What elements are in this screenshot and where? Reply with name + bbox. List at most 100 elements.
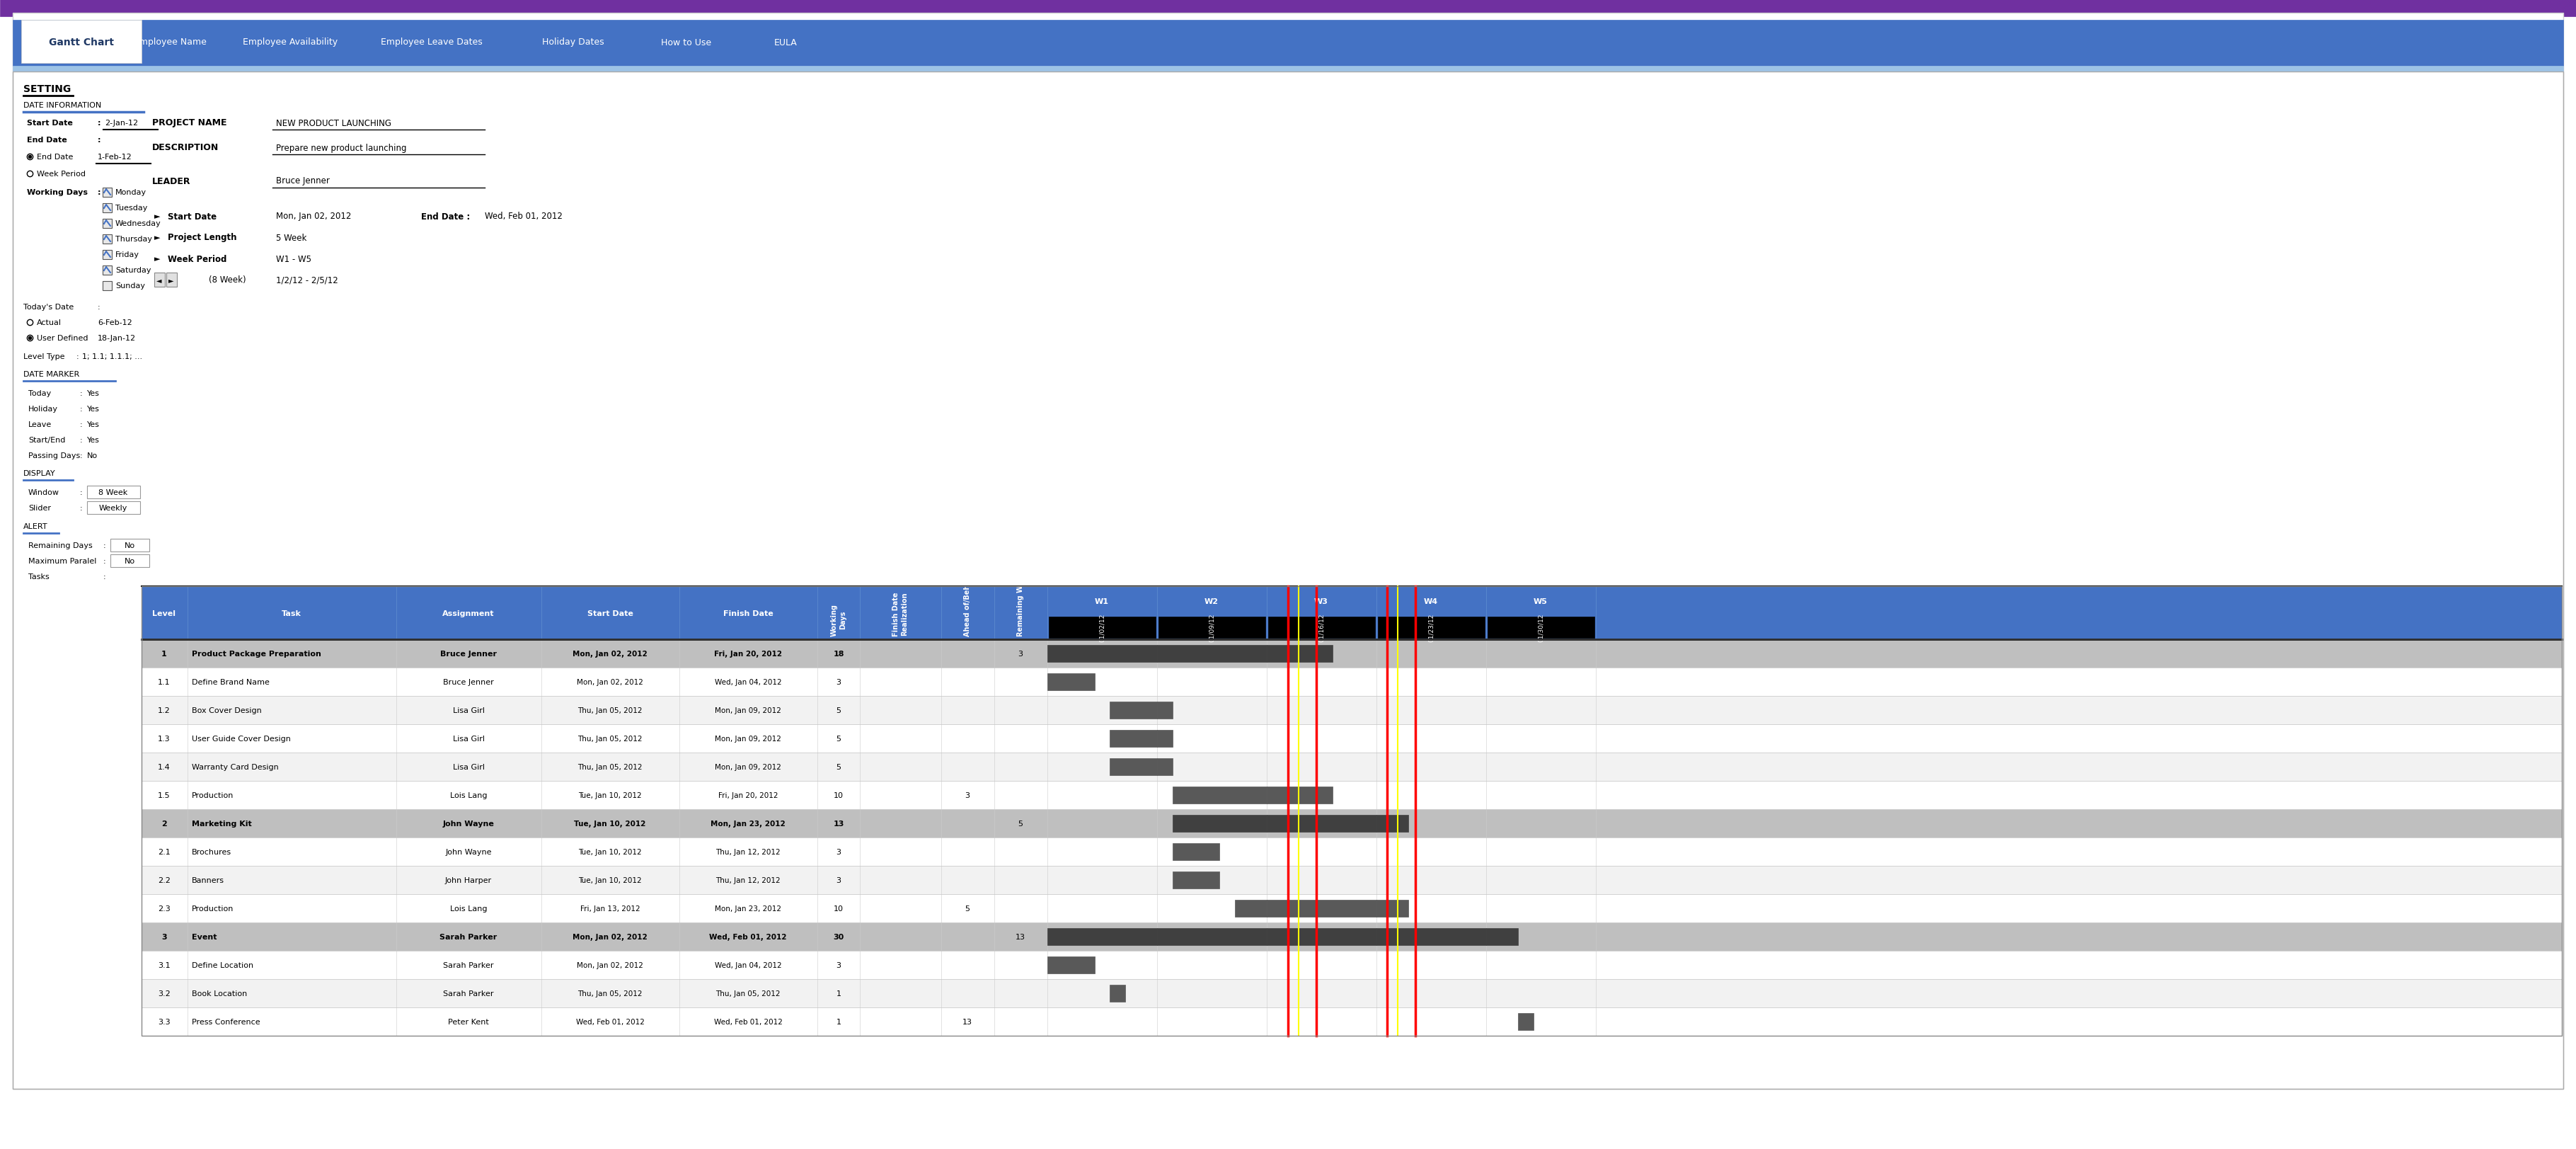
Bar	[142, 640, 2563, 668]
Text: Finish Date: Finish Date	[724, 610, 773, 617]
Bar	[1267, 928, 1376, 946]
Text: W1: W1	[1095, 597, 1108, 604]
Text: NEW PRODUCT LAUNCHING: NEW PRODUCT LAUNCHING	[276, 118, 392, 128]
Bar	[103, 188, 111, 198]
Text: Yes: Yes	[88, 406, 100, 412]
Bar	[1157, 646, 1267, 662]
Text: Production: Production	[191, 792, 234, 799]
Text: Mon, Jan 02, 2012: Mon, Jan 02, 2012	[572, 650, 647, 657]
Text: Thu, Jan 05, 2012: Thu, Jan 05, 2012	[716, 989, 781, 997]
Bar	[1048, 646, 1157, 662]
Text: ►: ►	[155, 255, 160, 262]
Bar	[1157, 702, 1172, 719]
Text: Tue, Jan 10, 2012: Tue, Jan 10, 2012	[574, 820, 647, 827]
Text: Banners: Banners	[191, 877, 224, 884]
Text: LEADER: LEADER	[152, 177, 191, 186]
Text: Week Period: Week Period	[36, 170, 85, 178]
Text: End Date: End Date	[36, 154, 72, 161]
Text: 5: 5	[966, 905, 971, 912]
Text: 5: 5	[837, 707, 842, 714]
Text: Mon, Jan 09, 2012: Mon, Jan 09, 2012	[714, 735, 781, 742]
Text: No: No	[88, 452, 98, 460]
Text: 1: 1	[162, 650, 167, 657]
Text: 2.2: 2.2	[157, 877, 170, 884]
Text: John Harper: John Harper	[446, 877, 492, 884]
Bar	[1172, 843, 1218, 861]
Text: 3: 3	[837, 962, 842, 969]
Text: Leave: Leave	[28, 421, 52, 429]
Text: SETTING: SETTING	[23, 84, 72, 94]
Text: 1.1: 1.1	[157, 679, 170, 686]
Bar	[1486, 928, 1517, 946]
Text: 30: 30	[832, 933, 845, 940]
Text: Working
Days: Working Days	[832, 603, 848, 637]
Bar	[1157, 730, 1172, 747]
Text: Thu, Jan 12, 2012: Thu, Jan 12, 2012	[716, 877, 781, 884]
Text: John Wayne: John Wayne	[446, 848, 492, 855]
Bar	[142, 586, 2563, 640]
Bar	[142, 866, 2563, 894]
Bar	[1486, 617, 1595, 638]
Text: 3: 3	[162, 933, 167, 940]
Bar	[142, 979, 2563, 1008]
Bar	[1048, 928, 1157, 946]
Text: 13: 13	[1015, 933, 1025, 940]
Text: 5: 5	[837, 763, 842, 771]
Text: Finish Date
Realization: Finish Date Realization	[891, 592, 907, 637]
Bar	[21, 21, 142, 63]
Bar	[155, 273, 165, 287]
Text: Week Period: Week Period	[167, 254, 227, 263]
Text: Event: Event	[191, 933, 216, 940]
Text: 1; 1.1; 1.1.1; ...: 1; 1.1; 1.1.1; ...	[82, 353, 142, 360]
Text: Wed, Feb 01, 2012: Wed, Feb 01, 2012	[577, 1018, 644, 1025]
Text: End Date :: End Date :	[420, 211, 469, 221]
Text: Fri, Jan 20, 2012: Fri, Jan 20, 2012	[714, 650, 783, 657]
Bar	[103, 282, 111, 291]
Bar	[1517, 1013, 1533, 1031]
Bar	[142, 894, 2563, 923]
Text: 1: 1	[837, 989, 842, 997]
Text: Product Package Preparation: Product Package Preparation	[191, 650, 322, 657]
Bar	[1267, 617, 1376, 638]
Text: Employee Leave Dates: Employee Leave Dates	[381, 38, 482, 47]
Bar	[111, 539, 149, 552]
Bar	[1157, 758, 1172, 776]
Text: Start Date: Start Date	[26, 119, 72, 126]
Text: Prepare new product launching: Prepare new product launching	[276, 144, 407, 153]
Text: Ahead of/Beh: Ahead of/Beh	[963, 584, 971, 637]
Text: 13: 13	[963, 1018, 971, 1025]
Text: 01/23/12: 01/23/12	[1427, 614, 1435, 642]
Text: Thu, Jan 05, 2012: Thu, Jan 05, 2012	[577, 763, 641, 771]
Text: User Defined: User Defined	[36, 334, 88, 341]
Text: Yes: Yes	[88, 390, 100, 396]
Text: User Guide Cover Design: User Guide Cover Design	[191, 735, 291, 742]
Text: 8 Week: 8 Week	[98, 488, 129, 496]
Bar	[103, 219, 111, 229]
Text: EULA: EULA	[773, 38, 796, 47]
Text: 2: 2	[162, 820, 167, 827]
Text: 3: 3	[966, 792, 971, 799]
Bar	[1048, 673, 1095, 691]
Text: No: No	[124, 542, 134, 549]
Text: 3: 3	[837, 848, 842, 855]
Text: Brochures: Brochures	[191, 848, 232, 855]
Text: Production: Production	[191, 905, 234, 912]
Text: Project Length: Project Length	[167, 233, 237, 242]
Bar	[1267, 900, 1376, 917]
Text: Lois Lang: Lois Lang	[451, 905, 487, 912]
Text: Weekly: Weekly	[98, 504, 129, 511]
Text: Sunday: Sunday	[116, 283, 144, 290]
Text: Mon, Jan 23, 2012: Mon, Jan 23, 2012	[711, 820, 786, 827]
Text: Marketing Kit: Marketing Kit	[191, 820, 252, 827]
Bar	[103, 234, 111, 244]
Text: Passing Days: Passing Days	[28, 452, 80, 460]
Bar	[1172, 872, 1218, 888]
Text: Yes: Yes	[88, 437, 100, 444]
Text: 1: 1	[837, 1018, 842, 1025]
Text: 1.3: 1.3	[157, 735, 170, 742]
Text: DATE INFORMATION: DATE INFORMATION	[23, 102, 100, 109]
Text: :: :	[98, 119, 100, 126]
Text: 01/02/12: 01/02/12	[1100, 614, 1105, 642]
Text: 01/16/12: 01/16/12	[1319, 614, 1324, 642]
Text: 1.2: 1.2	[157, 707, 170, 714]
